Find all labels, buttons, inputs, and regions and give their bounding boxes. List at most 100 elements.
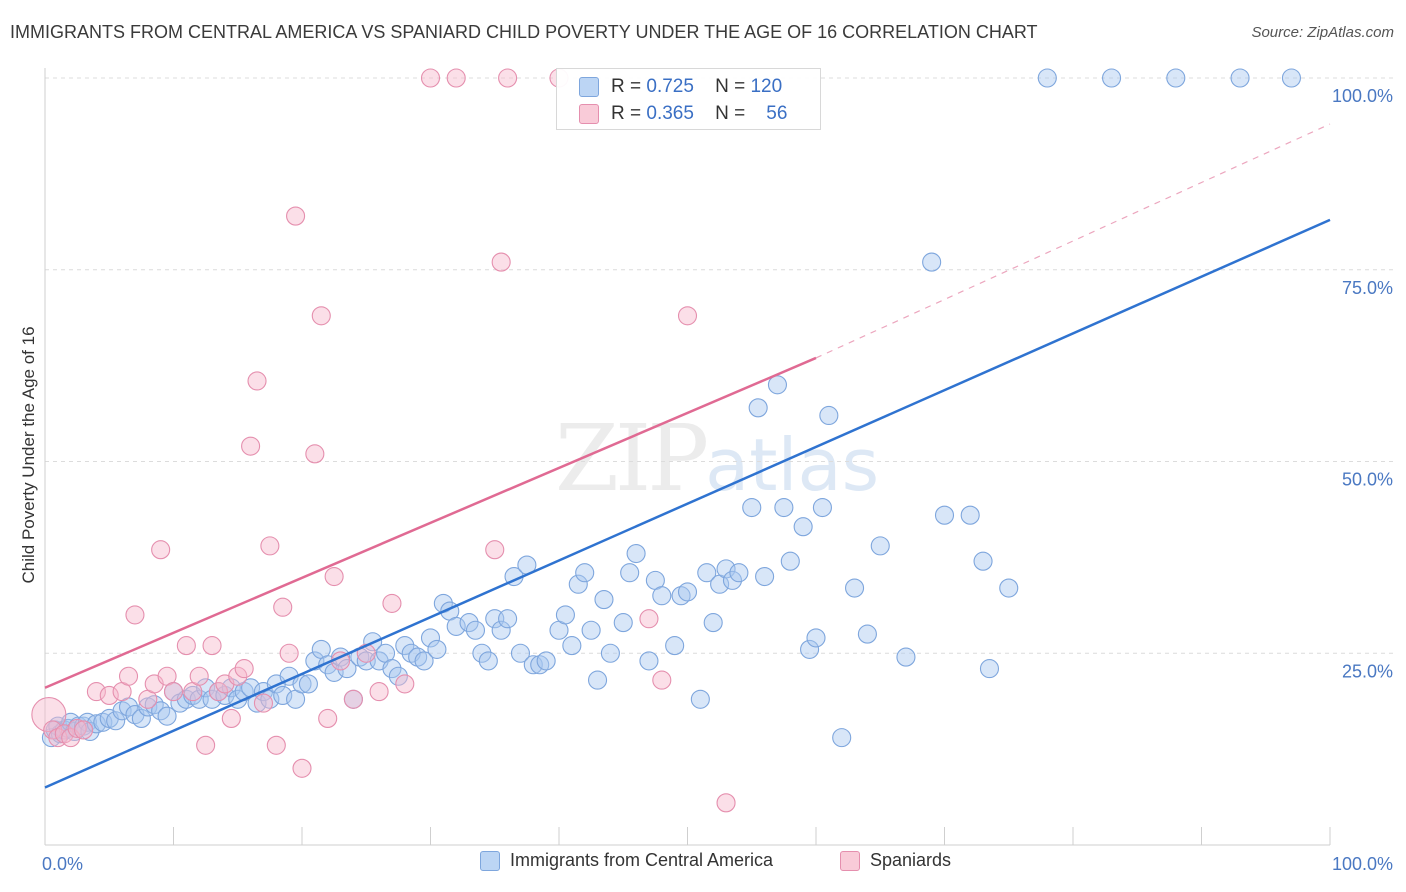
data-point: [420, 628, 441, 648]
data-point: [748, 398, 768, 418]
data-point: [118, 666, 139, 686]
data-point: [395, 636, 415, 656]
data-point: [575, 563, 595, 583]
legend-swatch-blue: [480, 850, 500, 871]
data-point: [125, 605, 145, 625]
data-point: [189, 666, 209, 686]
data-point: [151, 540, 171, 560]
data-point: [690, 689, 710, 709]
data-point: [857, 624, 877, 644]
data-point: [716, 793, 736, 813]
y-tick-label: 100.0%: [1332, 86, 1393, 106]
data-point: [253, 693, 274, 713]
data-point: [478, 651, 498, 671]
data-point: [202, 689, 222, 709]
data-point: [844, 578, 865, 598]
data-point: [491, 620, 511, 640]
data-point: [208, 682, 229, 702]
data-point: [131, 708, 151, 728]
stats-r-label: R =: [611, 76, 642, 97]
data-point: [600, 643, 620, 663]
data-point: [196, 678, 216, 698]
data-point: [157, 706, 177, 726]
data-point: [414, 651, 434, 671]
trend-line-pink: [44, 356, 817, 689]
data-point: [337, 659, 357, 679]
data-point: [247, 371, 267, 391]
stats-n-value: 56: [766, 103, 788, 124]
data-point: [241, 436, 261, 456]
trend-line-pink-extension: [815, 123, 1331, 359]
axes: [44, 68, 1331, 846]
data-point: [176, 636, 196, 656]
x-tick-label: 100.0%: [1332, 854, 1393, 874]
legend-item-spaniards[interactable]: Spaniards: [840, 850, 951, 871]
stats-swatch-blue: [579, 77, 599, 97]
data-point: [716, 559, 736, 579]
data-point: [151, 701, 171, 721]
data-point: [568, 574, 588, 594]
data-point: [812, 497, 832, 518]
trend-line-blue: [44, 218, 1331, 789]
legend-item-central-america[interactable]: Immigrants from Central America: [480, 850, 773, 871]
data-point: [286, 206, 306, 226]
data-point: [774, 497, 794, 518]
data-point: [800, 639, 820, 659]
data-point: [427, 639, 447, 659]
stats-r-value: 0.365: [646, 103, 694, 124]
data-point: [472, 643, 492, 663]
tick-labels: 25.0% 50.0% 75.0% 100.0% 0.0% 100.0%: [42, 86, 1393, 874]
data-point: [498, 68, 518, 88]
data-point: [356, 643, 376, 663]
data-point: [562, 636, 582, 656]
data-point: [498, 609, 518, 629]
data-point: [279, 643, 299, 663]
y-tick-label: 75.0%: [1342, 278, 1393, 298]
data-point: [221, 708, 241, 728]
data-point: [973, 551, 993, 571]
data-point: [318, 708, 338, 728]
data-point: [74, 720, 94, 740]
data-point: [99, 685, 119, 705]
data-point: [896, 647, 916, 667]
trend-lines: [44, 123, 1331, 789]
data-point: [870, 536, 890, 556]
data-point: [305, 444, 325, 464]
y-tick-label: 50.0%: [1342, 470, 1393, 490]
stats-n-value: 120: [750, 76, 783, 97]
data-point: [234, 659, 254, 679]
y-axis-label: Child Poverty Under the Age of 16: [19, 326, 38, 583]
chart-source: Source: ZipAtlas.com: [1251, 24, 1394, 41]
data-point: [311, 306, 331, 326]
data-point: [31, 697, 67, 733]
data-point: [587, 670, 608, 690]
data-point: [1166, 68, 1186, 88]
series-pink-points: [31, 68, 736, 813]
data-point: [369, 682, 389, 702]
data-point: [639, 651, 659, 671]
data-point: [465, 620, 486, 640]
data-point: [298, 674, 318, 694]
chart-legend: Immigrants from Central America Spaniard…: [0, 850, 1406, 880]
data-point: [626, 543, 646, 564]
stats-r-value: 0.725: [646, 76, 694, 97]
data-point: [106, 711, 126, 731]
data-point: [703, 613, 723, 633]
stats-n-label: N =: [715, 103, 746, 124]
data-point: [273, 685, 293, 705]
x-tick-label: 0.0%: [42, 854, 83, 874]
data-point: [555, 605, 575, 625]
data-point: [581, 620, 601, 640]
watermark-atlas: atlas: [705, 423, 880, 507]
data-point: [67, 718, 87, 738]
stats-swatch-pink: [579, 104, 599, 124]
data-point: [922, 252, 942, 272]
correlation-stats-box: R = 0.725 N = 120 R = 0.365 N = 56: [556, 68, 821, 130]
data-point: [1230, 68, 1250, 88]
chart-title: IMMIGRANTS FROM CENTRAL AMERICA VS SPANI…: [10, 22, 1038, 42]
data-point: [755, 566, 775, 587]
data-point: [780, 551, 800, 571]
data-point: [613, 613, 633, 633]
data-point: [620, 563, 640, 583]
data-point: [260, 536, 280, 556]
